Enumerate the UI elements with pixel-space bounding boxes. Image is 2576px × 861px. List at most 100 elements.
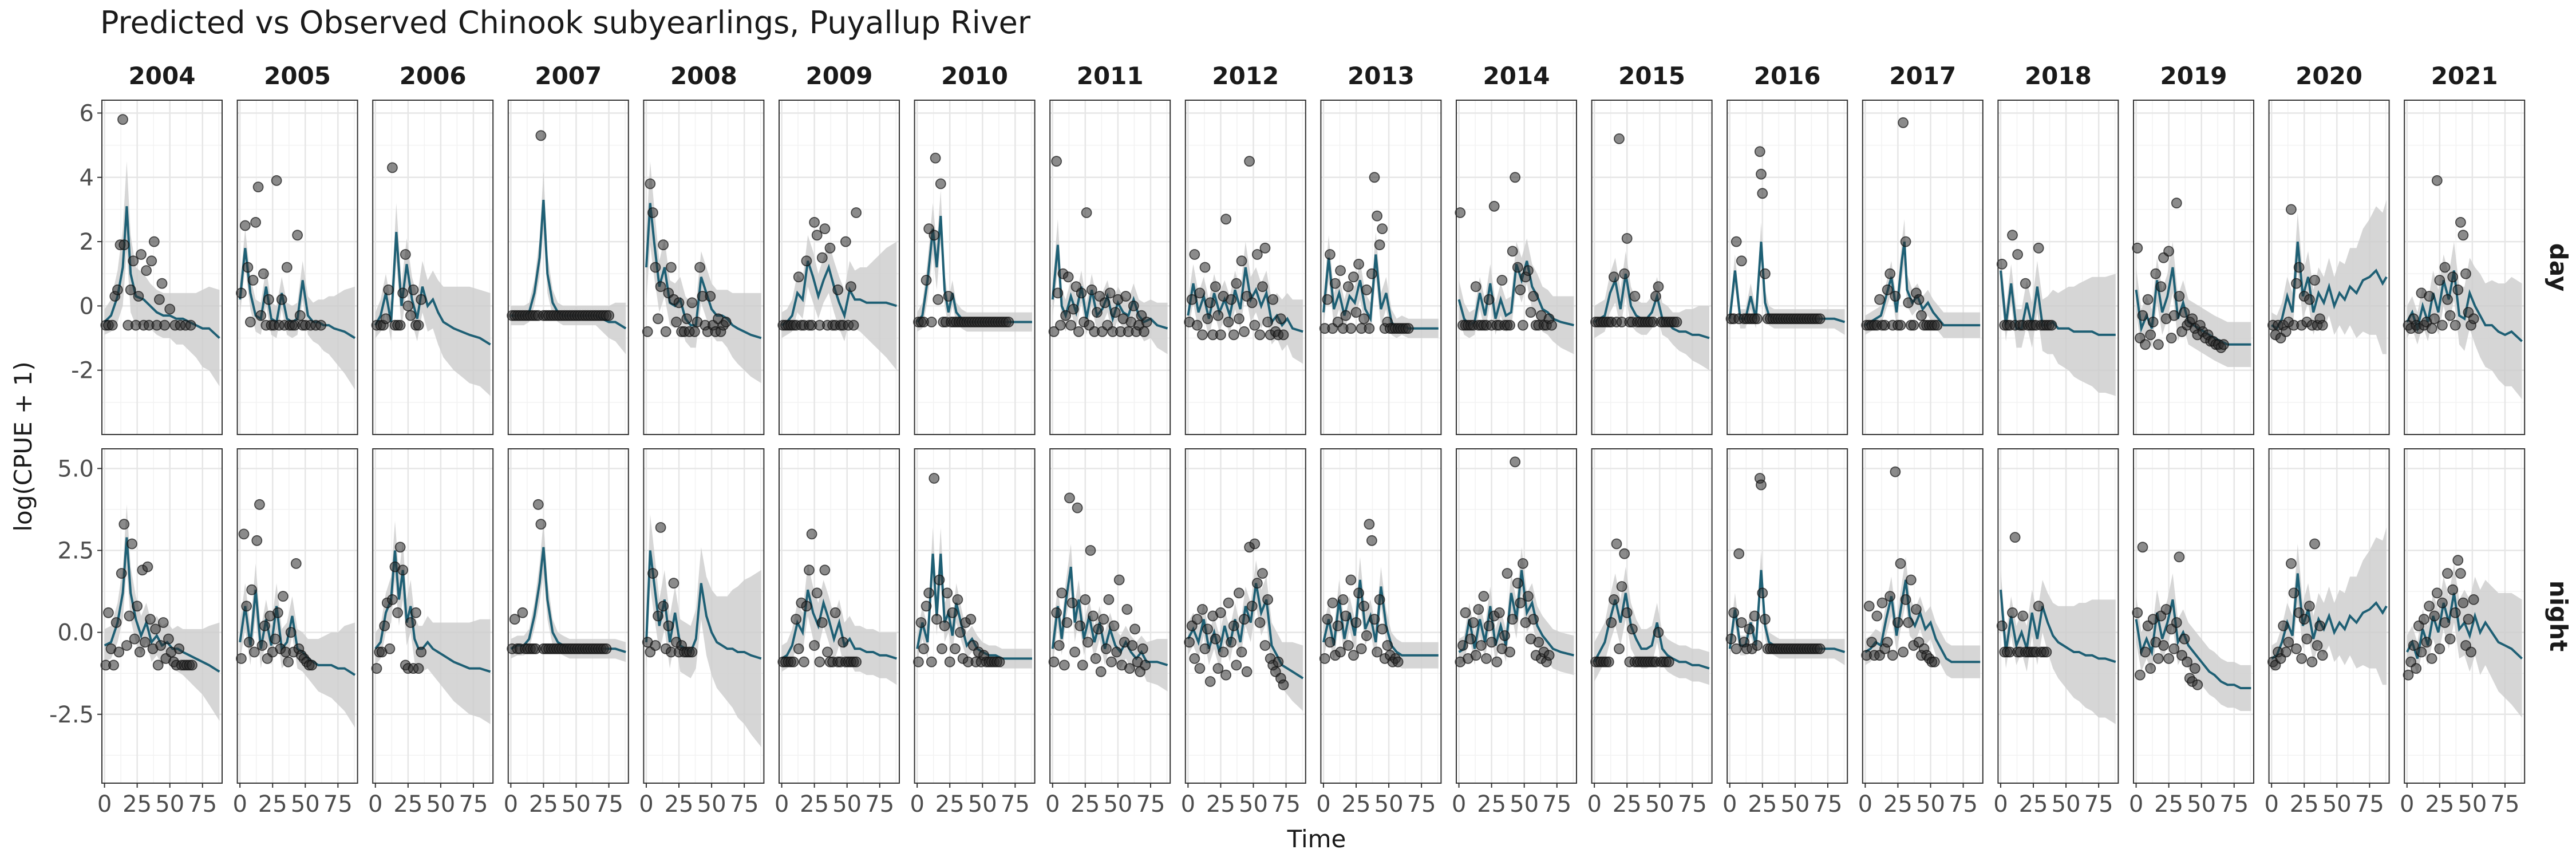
observed-point	[2168, 310, 2180, 321]
observed-point	[705, 291, 716, 302]
observed-point	[694, 262, 705, 273]
observed-point	[2189, 663, 2200, 674]
observed-point	[1220, 214, 1232, 225]
observed-point	[1081, 207, 1092, 218]
observed-point	[1319, 653, 1330, 664]
x-tick-label: 25	[529, 791, 558, 817]
facet-panel	[371, 448, 494, 784]
observed-point	[686, 646, 698, 658]
predicted-line	[1322, 579, 1439, 657]
observed-point	[173, 643, 185, 654]
observed-point	[1246, 297, 1258, 309]
observed-point	[1512, 578, 1523, 589]
x-tick-label: 75	[594, 791, 623, 817]
observed-point	[397, 564, 409, 576]
observed-point	[1223, 317, 1234, 327]
panel-border	[643, 448, 765, 784]
x-tick-label: 75	[1814, 791, 1843, 817]
observed-point	[142, 561, 153, 572]
observed-point	[153, 294, 165, 305]
observed-point	[1619, 268, 1630, 279]
observed-point	[1278, 329, 1289, 341]
panel-border	[372, 100, 494, 435]
observed-point	[1197, 329, 1208, 341]
panel-border	[1320, 100, 1442, 435]
observed-point	[1345, 574, 1357, 586]
prediction-interval-ribbon	[917, 527, 1032, 669]
facet-panel	[1861, 448, 1984, 784]
observed-point	[239, 220, 251, 231]
x-tick-label: 50	[155, 791, 184, 817]
observed-point	[263, 294, 274, 305]
observed-point	[788, 656, 799, 668]
observed-point	[1744, 623, 1755, 635]
observed-point	[2187, 313, 2198, 325]
observed-point	[1210, 633, 1221, 645]
facet-panel	[2132, 100, 2254, 435]
observed-point	[2140, 339, 2151, 350]
observed-point	[824, 242, 836, 254]
column-strip-label: 2013	[1348, 62, 1415, 90]
observed-point	[1382, 640, 1393, 651]
observed-point	[254, 499, 265, 510]
observed-point	[155, 640, 167, 651]
observed-point	[1052, 287, 1064, 299]
observed-point	[1611, 538, 1622, 550]
observed-point	[1215, 329, 1226, 341]
observed-point	[252, 181, 264, 193]
observed-point	[400, 249, 411, 260]
observed-point	[416, 646, 427, 658]
observed-point	[1140, 659, 1151, 671]
y-tick-label: -2	[71, 358, 94, 384]
observed-point	[1523, 265, 1534, 277]
predicted-line	[781, 589, 897, 660]
x-tick-label: 75	[1949, 791, 1978, 817]
y-tick-label: 0	[80, 293, 94, 319]
x-tick-label: 0	[504, 791, 518, 817]
chart-title: Predicted vs Observed Chinook subyearlin…	[100, 5, 1031, 41]
observed-point	[1358, 313, 1370, 325]
observed-point	[2150, 268, 2162, 279]
panel-border	[1591, 448, 1713, 784]
observed-point	[658, 601, 669, 612]
observed-point	[1814, 313, 1826, 325]
x-tick-label: 75	[2219, 791, 2249, 817]
panel-border	[2268, 100, 2390, 435]
observed-point	[2314, 620, 2326, 631]
observed-point	[2455, 568, 2466, 579]
observed-point	[1111, 646, 1122, 658]
observed-point	[2145, 329, 2156, 341]
observed-point	[112, 284, 123, 295]
observed-point	[110, 617, 122, 628]
observed-point	[1882, 637, 1893, 648]
predicted-line	[1051, 566, 1168, 666]
observed-point	[2458, 597, 2469, 609]
observed-point	[2449, 607, 2461, 618]
observed-point	[1752, 640, 1763, 651]
observed-point	[1322, 614, 1333, 625]
x-tick-label: 25	[1206, 791, 1235, 817]
observed-point	[532, 499, 544, 510]
observed-point	[1903, 297, 1914, 309]
observed-point	[1366, 535, 1377, 546]
observed-point	[1882, 284, 1893, 295]
observed-point	[535, 130, 547, 141]
observed-point	[1275, 313, 1286, 325]
x-tick-label: 25	[2425, 791, 2454, 817]
prediction-interval-ribbon	[1188, 560, 1303, 711]
observed-point	[2163, 653, 2175, 664]
observed-point	[1525, 307, 1536, 318]
observed-point	[2046, 319, 2057, 331]
observed-point	[1504, 646, 1516, 658]
observed-point	[603, 310, 614, 321]
observed-point	[1249, 319, 1261, 331]
observed-point	[535, 519, 547, 530]
observed-point	[148, 236, 160, 247]
observed-point	[660, 326, 671, 337]
observed-point	[1108, 620, 1120, 631]
observed-point	[1332, 620, 1344, 631]
observed-point	[2296, 653, 2308, 664]
observed-point	[2439, 617, 2451, 628]
observed-point	[185, 319, 196, 331]
observed-point	[238, 528, 250, 540]
